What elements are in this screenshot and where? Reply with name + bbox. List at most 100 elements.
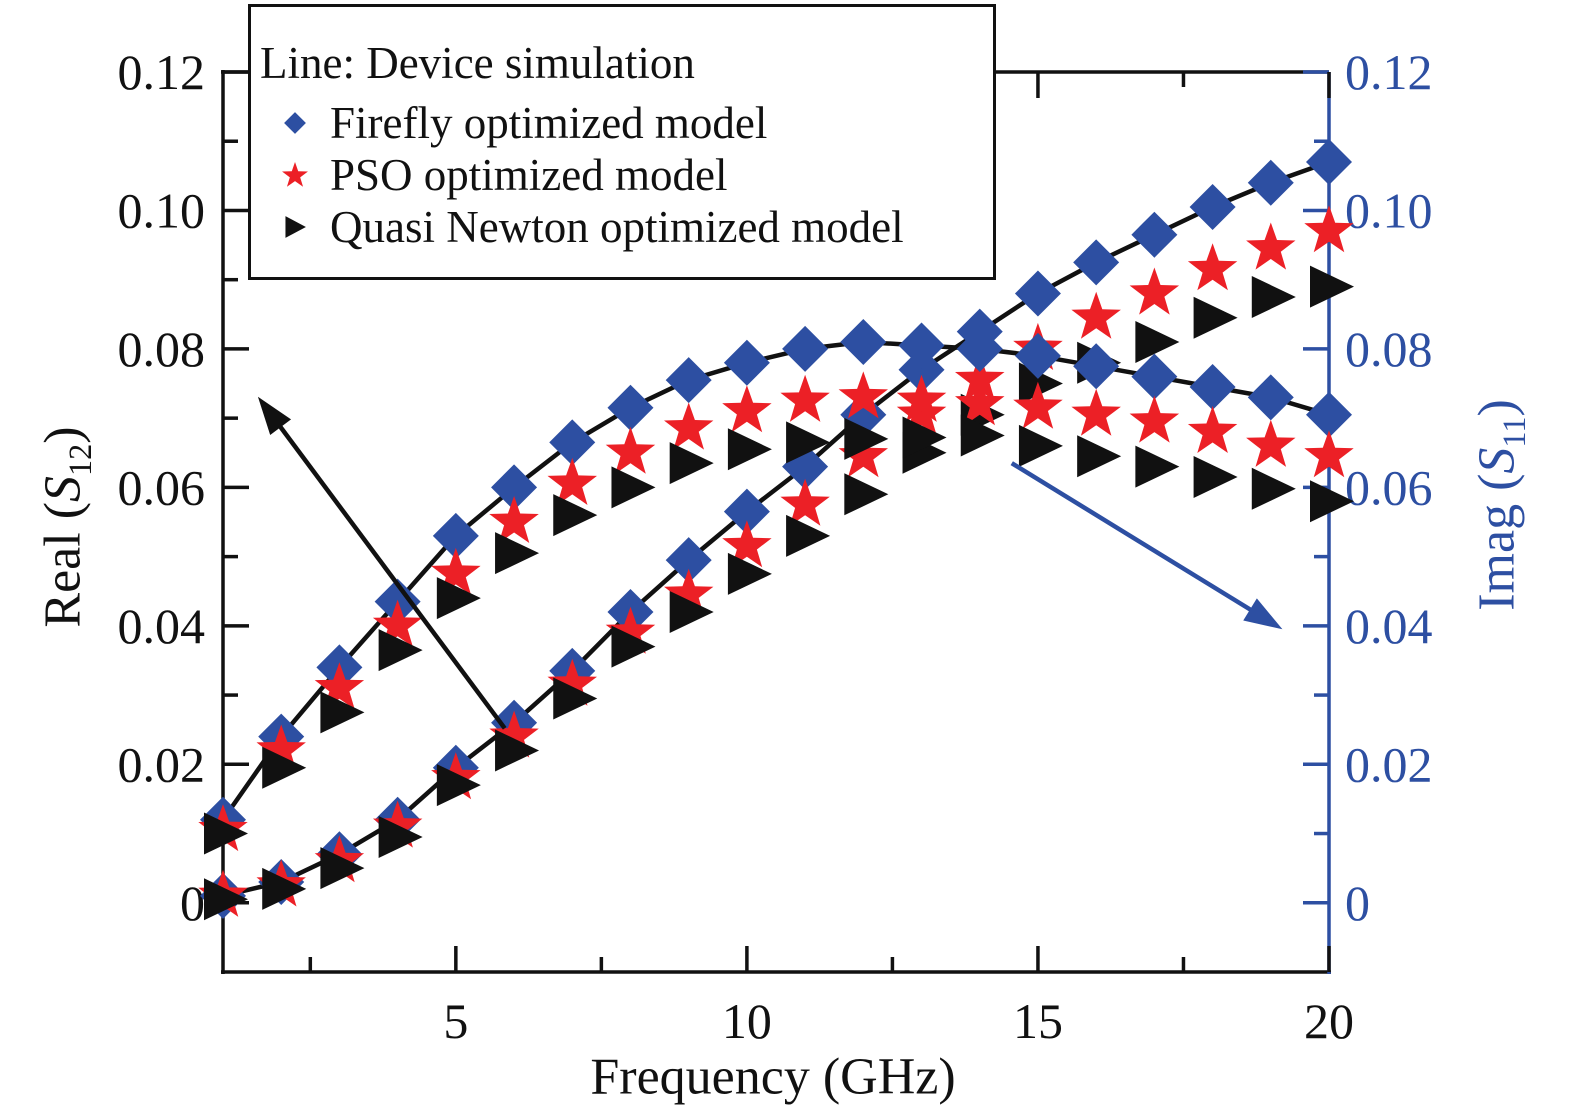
triangle-right-marker: [204, 878, 248, 921]
diamond-marker: [956, 325, 1003, 372]
star-marker: [664, 402, 714, 450]
left-tick-label: 0.02: [118, 736, 206, 792]
star-marker: [780, 478, 830, 526]
triangle-right-marker: [1310, 480, 1354, 523]
triangle-right-marker: [727, 428, 772, 471]
star-marker: [1304, 205, 1354, 253]
left-tick-label: 0: [180, 875, 205, 931]
diamond-marker: [1073, 343, 1120, 390]
star-marker: [1187, 406, 1238, 453]
triangle-right-marker: [553, 677, 598, 720]
triangle-right-marker: [553, 494, 598, 537]
diamond-marker: [898, 346, 945, 393]
right-axis-arrow-shaft: [1010, 461, 1261, 618]
triangle-right-marker: [611, 625, 656, 668]
triangle-right-marker: [1135, 321, 1180, 363]
triangle-right-marker: [786, 421, 831, 464]
triangle-right-marker: [436, 764, 481, 807]
triangle-right-marker: [1193, 456, 1238, 498]
right-tick-label: 0: [1345, 875, 1370, 931]
triangle-right-marker: [1193, 296, 1238, 339]
star-marker: [431, 547, 481, 595]
triangle-right-legend-glyph: [285, 216, 306, 238]
star-marker: [1071, 388, 1121, 436]
left-tick-label: 0.08: [118, 321, 206, 377]
left-tick-label: 0.06: [118, 459, 206, 515]
diamond-marker: [1247, 374, 1294, 421]
triangle-right-marker: [378, 629, 423, 672]
diamond-marker: [1247, 159, 1294, 206]
bottom-tick-label: 15: [1013, 993, 1063, 1049]
star-marker: [547, 457, 597, 505]
triangle-right-marker: [1251, 467, 1296, 510]
triangle-right-marker: [495, 729, 540, 772]
star-marker: [489, 710, 539, 758]
triangle-right-marker: [1018, 424, 1063, 467]
diamond-marker: [898, 322, 945, 369]
series-Imag(S11)-diamond: [200, 319, 1352, 843]
right-tick-label: 0.04: [1345, 598, 1433, 654]
triangle-right-marker: [495, 532, 540, 575]
star-marker: [1129, 395, 1180, 443]
triangle-right-marker: [436, 577, 481, 620]
diamond-marker: [1014, 270, 1061, 317]
star-marker: [605, 426, 656, 474]
right-tick-label: 0.08: [1345, 321, 1433, 377]
right-tick-label: 0.06: [1345, 459, 1433, 515]
right-tick-label: 0.12: [1345, 44, 1433, 100]
diamond-marker: [1014, 332, 1061, 379]
diamond-legend-glyph: [284, 112, 306, 134]
star-marker: [722, 520, 772, 568]
legend-item-firefly: Firefly optimized model: [251, 97, 993, 149]
legend-item-quasi-newton: Quasi Newton optimized model: [251, 201, 993, 253]
diamond-marker: [1073, 239, 1120, 286]
left-axis-arrow-head: [257, 396, 292, 435]
triangle-right-marker: [1018, 362, 1063, 405]
star-marker: [605, 606, 656, 654]
triangle-right-marker: [204, 812, 248, 855]
triangle-right-marker: [960, 414, 1005, 457]
legend-box: Line: Device simulation Firefly optimize…: [248, 4, 996, 280]
diamond-marker: [491, 464, 538, 511]
left-tick-label: 0.12: [118, 44, 206, 100]
star-marker: [372, 599, 423, 647]
diamond-marker: [549, 419, 596, 466]
x-axis-title: Frequency (GHz): [590, 1048, 956, 1106]
triangle-right-marker: [320, 691, 365, 734]
diamond-marker: [665, 537, 712, 584]
legend-item-label: Firefly optimized model: [330, 98, 768, 148]
series-Imag(S11)-star: [198, 371, 1354, 852]
star-marker: [896, 388, 947, 436]
star-marker: [664, 568, 714, 616]
triangle-right-marker: [320, 847, 365, 890]
legend-item-pso: PSO optimized model: [251, 149, 993, 201]
series-Imag(S11)-triangle-right: [204, 414, 1354, 855]
triangle-right-marker: [669, 591, 714, 633]
diamond-marker: [1189, 364, 1236, 410]
legend-line-label: Line: Device simulation: [260, 38, 695, 88]
diamond-marker-icon: [280, 101, 310, 145]
bottom-tick-label: 10: [722, 993, 772, 1049]
triangle-right-marker: [262, 867, 307, 910]
series-Real(S12)-triangle-right: [204, 265, 1354, 921]
diamond-marker: [607, 384, 654, 431]
diamond-marker: [1131, 353, 1178, 400]
legend-item-label: PSO optimized model: [330, 150, 728, 200]
bottom-tick-label: 20: [1304, 993, 1354, 1049]
triangle-right-marker: [786, 514, 831, 557]
diamond-marker: [1189, 184, 1236, 230]
triangle-right-marker: [262, 746, 307, 789]
diamond-marker: [1131, 211, 1178, 258]
bottom-tick-label: 5: [443, 993, 468, 1049]
star-marker-icon: [280, 153, 310, 197]
triangle-right-marker: [727, 552, 772, 595]
star-marker: [955, 354, 1005, 402]
triangle-right-marker: [611, 466, 656, 509]
star-marker: [955, 378, 1005, 426]
star-marker: [1187, 243, 1238, 291]
right-tick-label: 0.02: [1345, 736, 1433, 792]
series-Real(S12)-star: [198, 205, 1354, 917]
triangle-right-marker: [844, 417, 889, 460]
legend-line-entry: Line: Device simulation: [260, 37, 993, 89]
